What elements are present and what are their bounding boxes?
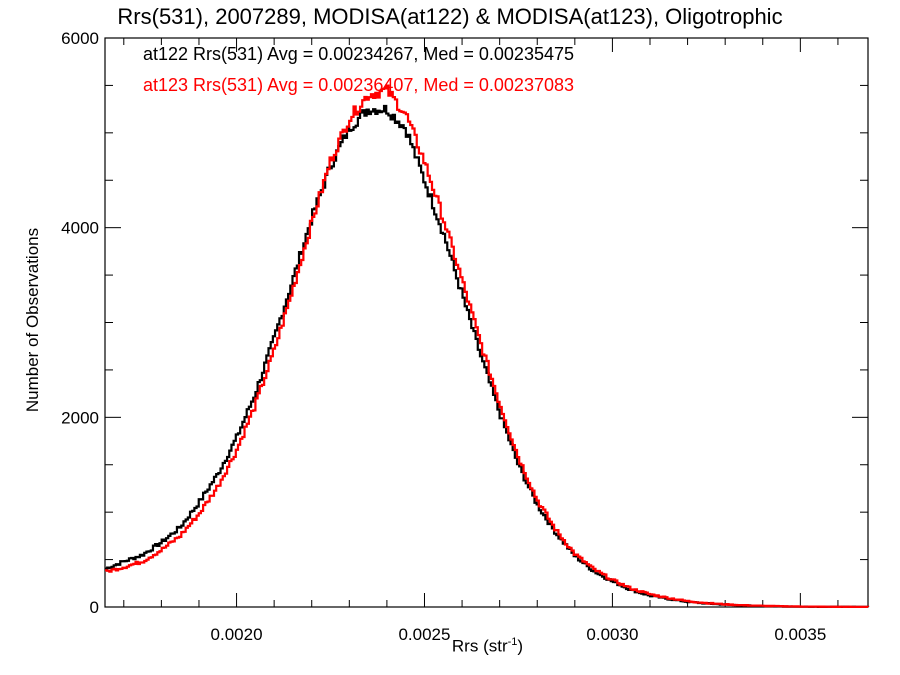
x-tick-label: 0.0020 [211,625,263,644]
y-tick-label: 4000 [61,219,99,238]
series-at123-line [105,84,870,609]
y-axis: 0 2000 4000 6000 [61,29,868,617]
x-tick-label: 0.0030 [586,625,638,644]
annotation-at122: at122 Rrs(531) Avg = 0.00234267, Med = 0… [143,44,574,64]
plot-frame [104,37,869,608]
annotation-at123: at123 Rrs(531) Avg = 0.00236407, Med = 0… [143,75,574,95]
chart-title: Rrs(531), 2007289, MODISA(at122) & MODIS… [117,4,783,29]
x-axis-label-close: ) [517,636,524,656]
x-tick-label: 0.0025 [398,625,450,644]
y-tick-label: 2000 [61,408,99,427]
y-tick-label: 6000 [61,29,99,48]
x-axis-label-text: Rrs (str [451,636,508,656]
series-layer [105,84,870,609]
y-tick-label: 0 [90,598,99,617]
y-axis-label: Number of Observations [23,227,42,413]
x-axis: 0.0020 0.0025 0.0030 0.0035 [123,38,839,644]
x-axis-label-exponent: -1 [507,636,518,648]
x-axis-label: Rrs (str-1) [0,636,900,657]
x-tick-label: 0.0035 [774,625,826,644]
